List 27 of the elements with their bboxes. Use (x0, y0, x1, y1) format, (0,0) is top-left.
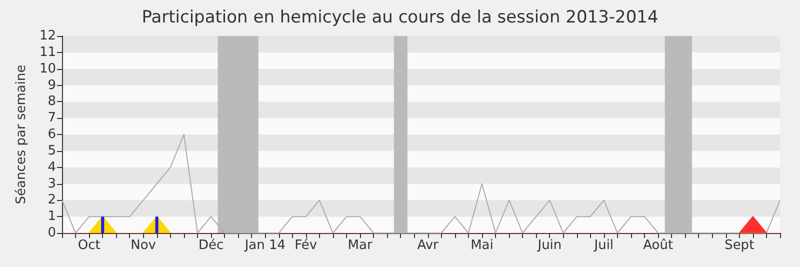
x-tick-label: Juil (593, 238, 614, 253)
y-tick-label: 1 (48, 209, 56, 224)
y-tick-label: 0 (48, 226, 56, 240)
x-tick-label: Jan 14 (244, 238, 286, 253)
y-tick-label: 2 (48, 192, 56, 208)
x-tick-label: Sept (724, 238, 754, 253)
y-axis-title: Séances par semaine (14, 64, 29, 204)
y-tick-label: 7 (48, 110, 56, 126)
x-tick-label: Juin (536, 238, 562, 253)
y-tick-label: 8 (48, 94, 56, 110)
y-tick-label: 3 (48, 176, 56, 192)
x-tick-label: Août (643, 238, 674, 253)
x-tick-label: Oct (78, 238, 100, 253)
chart-title: Participation en hemicycle au cours de la session 2013-2014 (142, 8, 658, 28)
x-tick-label: Déc (198, 238, 224, 253)
y-tick-label: 5 (48, 143, 56, 158)
y-tick-label: 11 (39, 44, 56, 60)
y-tick-label: 6 (48, 127, 56, 142)
x-tick-label: Nov (130, 238, 156, 253)
x-tick-label: Fév (294, 238, 318, 253)
y-tick-label: 10 (39, 61, 56, 76)
y-tick-label: 9 (48, 78, 56, 93)
x-tick-label: Avr (417, 238, 440, 253)
x-tick-label: Mar (348, 238, 373, 253)
y-tick-label: 4 (48, 160, 56, 175)
y-tick-label: 12 (39, 28, 56, 44)
x-tick-label: Mai (470, 238, 494, 253)
